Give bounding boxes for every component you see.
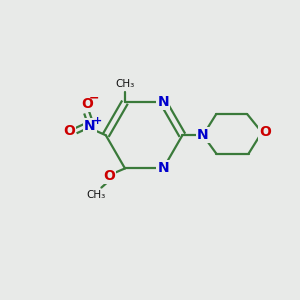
Text: O: O [81, 97, 93, 111]
Text: CH₃: CH₃ [86, 190, 105, 200]
Text: N: N [197, 128, 209, 142]
Text: −: − [89, 92, 99, 105]
Text: N: N [84, 119, 95, 134]
Text: CH₃: CH₃ [115, 80, 135, 89]
Text: O: O [63, 124, 75, 138]
Text: O: O [260, 125, 272, 139]
Text: N: N [158, 95, 169, 109]
Text: +: + [93, 116, 103, 126]
Text: O: O [103, 169, 115, 183]
Text: N: N [158, 161, 169, 176]
